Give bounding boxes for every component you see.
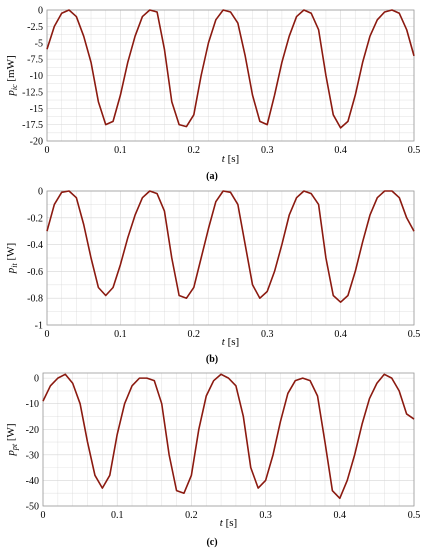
y-tick-label: -7.5 [27,55,43,66]
y-axis-unit: [W] [5,423,17,443]
y-tick-label: -0.4 [27,240,43,251]
x-tick-label: 0.1 [114,145,127,156]
y-axis-symbol: p [5,450,17,457]
y-tick-label: -2.5 [27,22,43,33]
x-tick-label: 0.5 [408,145,421,156]
x-tick-label: 0.4 [334,145,347,156]
x-axis-label: t [s] [222,336,239,348]
y-tick-label: -30 [26,450,39,461]
y-tick-label: -1 [35,321,43,332]
x-tick-label: 0 [41,510,46,521]
x-axis-symbol: t [220,517,224,529]
y-axis-subscript: ic [10,84,19,90]
x-tick-label: 0.1 [114,329,127,340]
x-tick-label: 0.4 [334,329,347,340]
chart-panel-3: 0 0.1 0.2 0.3 0.4 0.5 -50 -40 -30 -20 -10 0 t [s] ppt… [5,372,421,548]
plot-frame [42,372,415,507]
y-tick-label: -40 [26,476,39,487]
y-tick-label: 0 [38,187,43,198]
x-tick-label: 0.5 [408,329,421,340]
y-tick-label: -20 [30,137,43,148]
x-axis-label: t [s] [220,517,237,529]
y-axis-symbol: p [5,267,17,274]
y-tick-label: -0.6 [27,267,43,278]
y-axis-unit: [mW] [5,55,17,84]
panel-caption: (a) [206,171,218,182]
y-tick-label: -50 [26,502,39,513]
chart-panel-2: 0 0.1 0.2 0.3 0.4 0.5 -1 -0.8 -0.6 -0.4 -0.2 0 t [s]… [5,187,420,366]
y-tick-label: 0 [34,374,39,385]
y-axis-label: pit [W] [5,243,19,274]
x-tick-label: 0.3 [261,145,274,156]
x-axis-symbol: t [222,153,226,165]
x-tick-label: 0.5 [408,510,421,521]
y-axis-subscript: it [10,262,19,267]
y-tick-label: -0.8 [27,294,43,305]
plot-frame [46,9,415,142]
x-tick-label: 0.3 [259,510,272,521]
x-tick-label: 0 [45,329,50,340]
y-tick-label: -17.5 [22,120,43,131]
y-tick-label: -12.5 [22,87,43,98]
y-axis-subscript: pt [10,443,19,451]
chart-panel-1: 0 0.1 0.2 0.3 0.4 0.5 -20 -17.5 -15 -12.5 -10 -7.5 -… [5,6,420,183]
y-tick-label: -0.2 [27,213,43,224]
y-tick-label: -10 [30,71,43,82]
y-axis-unit: [W] [5,243,17,263]
panel-caption: (c) [206,537,217,548]
x-tick-label: 0.3 [261,329,274,340]
y-tick-label: -5 [35,38,43,49]
x-tick-label: 0 [45,145,50,156]
x-axis-unit: [s] [223,517,237,529]
y-tick-label: -10 [26,399,39,410]
x-axis-unit: [s] [225,153,239,165]
series-line [42,373,415,500]
x-axis-label: t [s] [222,153,239,165]
plot-frame [46,190,415,326]
series-line [46,190,415,304]
y-tick-label: -15 [30,104,43,115]
y-tick-label: -20 [26,425,39,436]
x-axis-symbol: t [222,336,226,348]
x-tick-label: 0.2 [188,145,201,156]
panel-caption: (b) [206,354,218,365]
x-tick-label: 0.4 [334,510,347,521]
x-tick-label: 0.2 [185,510,198,521]
y-axis-label: pic [mW] [5,55,19,96]
y-tick-label: 0 [38,6,43,17]
x-axis-unit: [s] [225,336,239,348]
y-axis-symbol: p [5,90,17,97]
x-tick-label: 0.2 [188,329,201,340]
y-axis-label: ppt [W] [5,423,19,456]
x-tick-label: 0.1 [111,510,124,521]
series-line [46,9,415,129]
